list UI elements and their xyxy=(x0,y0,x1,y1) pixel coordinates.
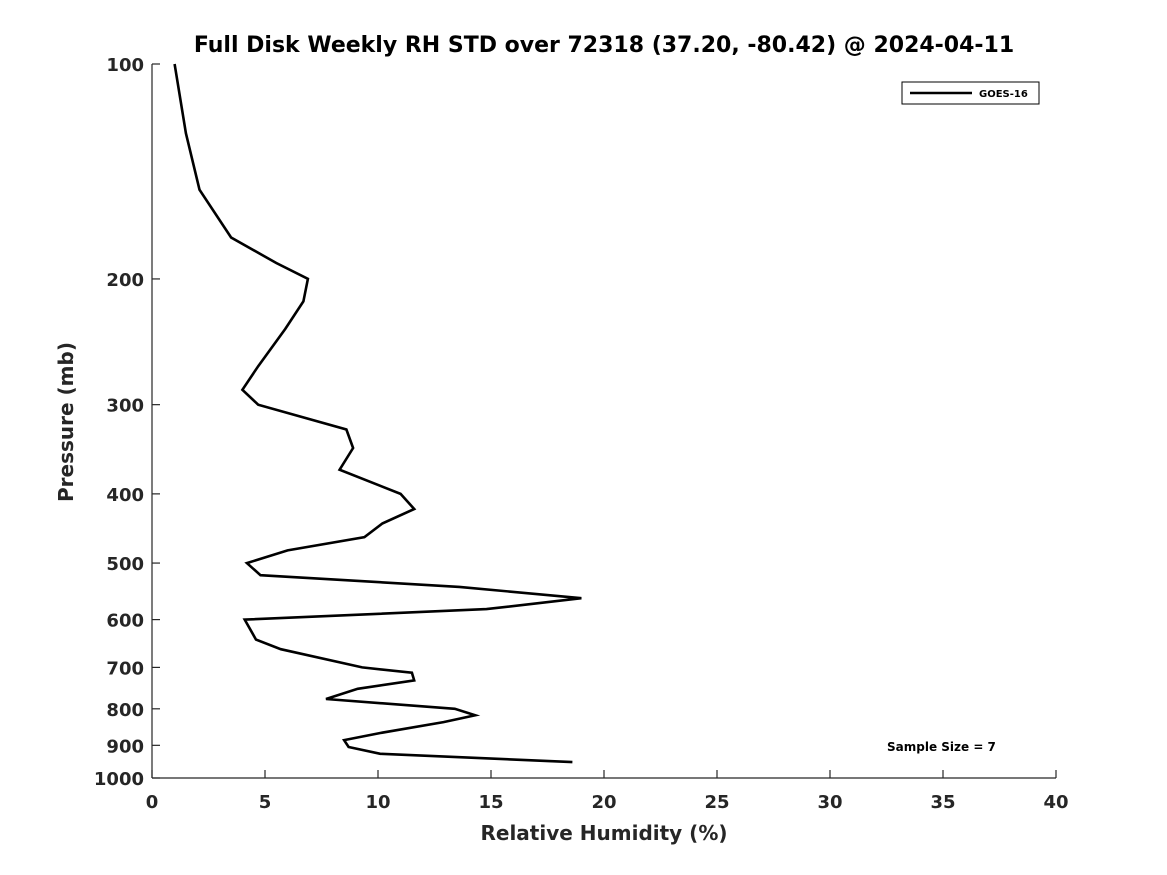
x-tick-label: 20 xyxy=(591,792,616,813)
series-line-goes-16 xyxy=(173,63,582,764)
y-tick-label: 100 xyxy=(106,55,144,76)
y-ticks: 100 200 300 400 500 600 700 800 900 1000 xyxy=(94,55,160,790)
y-axis-label: Pressure (mb) xyxy=(54,342,78,502)
x-ticks: 0 5 10 15 20 25 30 35 40 xyxy=(146,770,1069,813)
x-tick-label: 15 xyxy=(478,792,503,813)
sample-size-annotation: Sample Size = 7 xyxy=(887,740,996,754)
y-tick-label: 200 xyxy=(106,270,144,291)
legend: GOES-16 xyxy=(901,81,1040,105)
x-tick-label: 0 xyxy=(146,792,159,813)
chart-title: Full Disk Weekly RH STD over 72318 (37.2… xyxy=(194,33,1014,58)
x-tick-label: 25 xyxy=(704,792,729,813)
legend-label-goes-16: GOES-16 xyxy=(979,89,1028,100)
y-tick-label: 300 xyxy=(106,396,144,417)
x-tick-label: 30 xyxy=(817,792,842,813)
series-layer xyxy=(173,63,582,764)
y-tick-label: 900 xyxy=(106,736,144,757)
x-tick-label: 35 xyxy=(930,792,955,813)
x-axis-label: Relative Humidity (%) xyxy=(480,821,727,845)
y-tick-label: 400 xyxy=(106,485,144,506)
y-tick-label: 500 xyxy=(106,554,144,575)
y-tick-label: 800 xyxy=(106,700,144,721)
y-tick-label: 600 xyxy=(106,611,144,632)
x-tick-label: 5 xyxy=(259,792,272,813)
y-tick-label: 700 xyxy=(106,658,144,679)
y-tick-label: 1000 xyxy=(94,769,144,790)
x-tick-label: 40 xyxy=(1043,792,1068,813)
x-tick-label: 10 xyxy=(365,792,390,813)
